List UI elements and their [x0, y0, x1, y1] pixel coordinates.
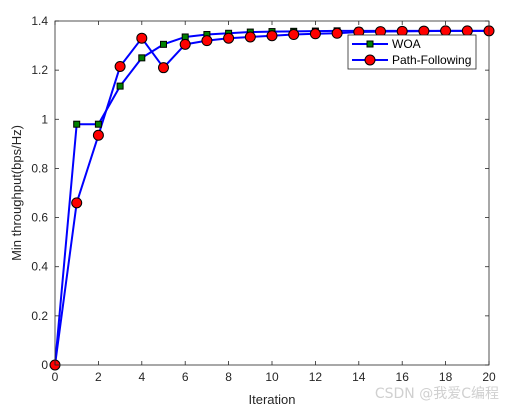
y-tick-label: 1 — [41, 112, 48, 126]
x-tick-label: 2 — [95, 370, 102, 384]
woa-point — [160, 40, 167, 48]
path-following-point — [92, 129, 104, 141]
woa-point — [94, 120, 102, 128]
x-tick-label: 0 — [52, 370, 59, 384]
path-following-point — [71, 197, 83, 209]
path-following-point — [331, 27, 343, 39]
legend-woa-label: WOA — [392, 37, 421, 51]
legend-woa-marker — [366, 40, 374, 48]
x-tick-label: 12 — [309, 370, 323, 384]
path-following-point — [266, 30, 278, 42]
x-tick-label: 8 — [225, 370, 232, 384]
woa-point — [73, 120, 81, 128]
x-tick-label: 20 — [482, 370, 496, 384]
path-following-point — [223, 32, 235, 44]
path-following-point — [288, 29, 300, 41]
legend-pf-marker — [364, 54, 376, 66]
path-following-point — [461, 25, 473, 37]
y-tick-label: 1.4 — [31, 14, 48, 28]
path-following-point — [201, 35, 213, 47]
path-following-point — [179, 38, 191, 50]
x-tick-label: 14 — [352, 370, 366, 384]
path-following-point — [244, 31, 256, 43]
y-tick-label: 1.2 — [31, 63, 48, 77]
path-following-point — [114, 60, 126, 72]
path-following-point — [309, 28, 321, 40]
watermark: CSDN @我爱C编程 — [375, 386, 499, 402]
y-tick-label: 0.4 — [31, 260, 48, 274]
series-markers — [49, 25, 495, 371]
x-tick-label: 6 — [182, 370, 189, 384]
path-following-point — [440, 25, 452, 37]
y-axis-ticks: 0 0.2 0.4 0.6 0.8 1 1.2 1.4 — [31, 14, 489, 372]
path-following-point — [418, 25, 430, 37]
y-tick-label: 0 — [41, 358, 48, 372]
y-tick-label: 0.8 — [31, 161, 48, 175]
x-tick-label: 16 — [396, 370, 410, 384]
plot-area — [55, 21, 489, 365]
x-tick-label: 10 — [265, 370, 279, 384]
woa-point — [116, 82, 124, 90]
x-axis-ticks: 0 2 4 6 8 10 12 14 16 18 20 — [52, 21, 496, 384]
y-tick-label: 0.2 — [31, 309, 48, 323]
woa-point — [138, 54, 146, 62]
y-tick-label: 0.6 — [31, 211, 48, 225]
x-tick-label: 18 — [439, 370, 453, 384]
x-axis-label: Iteration — [249, 392, 296, 407]
path-following-point — [136, 32, 148, 44]
x-tick-label: 4 — [138, 370, 145, 384]
path-following-point — [158, 62, 169, 74]
y-axis-label: Min throughput(bps/Hz) — [9, 125, 24, 261]
legend: WOA Path-Following — [347, 34, 477, 70]
legend-pf-label: Path-Following — [392, 53, 471, 67]
